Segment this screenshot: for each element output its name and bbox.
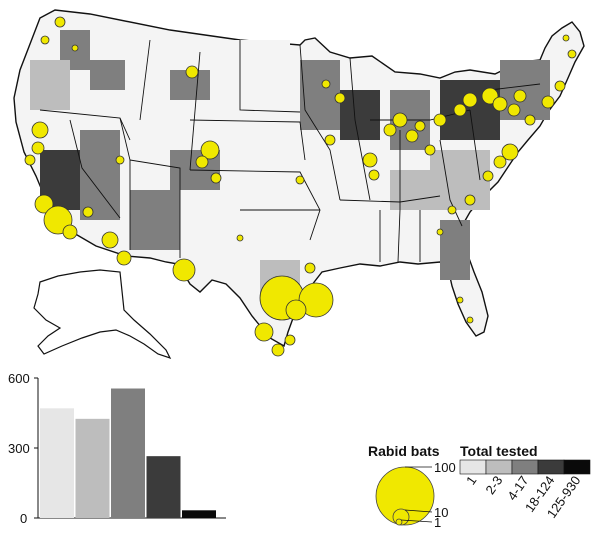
histogram-bar-3 [111,388,145,518]
hist-tick-600: 600 [8,371,30,386]
tested-swatch-2 [485,459,513,475]
hist-tick-300: 300 [8,441,30,456]
histogram-bar-4 [146,456,181,518]
us-map [13,9,585,360]
legend-circle-1 [395,518,403,526]
tested-swatch-3 [511,459,539,475]
tested-label-1: 1 [463,473,479,488]
legend-leader-10 [404,509,433,513]
tested-label-2: 2-3 [482,473,505,497]
tested-swatch-4 [537,459,565,475]
legend-label-10: 10 [434,505,448,520]
histogram-bar-5 [182,510,216,518]
histogram-bar-1 [40,408,74,518]
histogram-bars [40,388,216,518]
total-tested-title: Total tested [460,443,538,459]
histogram: 600 300 0 [8,371,226,526]
rabid-bats-title: Rabid bats [368,443,440,459]
legend-label-1: 1 [434,515,441,530]
alaska-outline [33,269,172,360]
hist-tick-0: 0 [20,511,27,526]
legend-leader-1 [400,519,433,523]
tested-swatch-1 [459,459,487,475]
rabid-bats-legend: Rabid bats 100 10 1 [368,443,456,530]
rabid-bat-circles [24,16,577,357]
histogram-bar-2 [75,418,110,518]
tested-swatch-5 [563,459,591,475]
legend-label-100: 100 [434,460,456,475]
